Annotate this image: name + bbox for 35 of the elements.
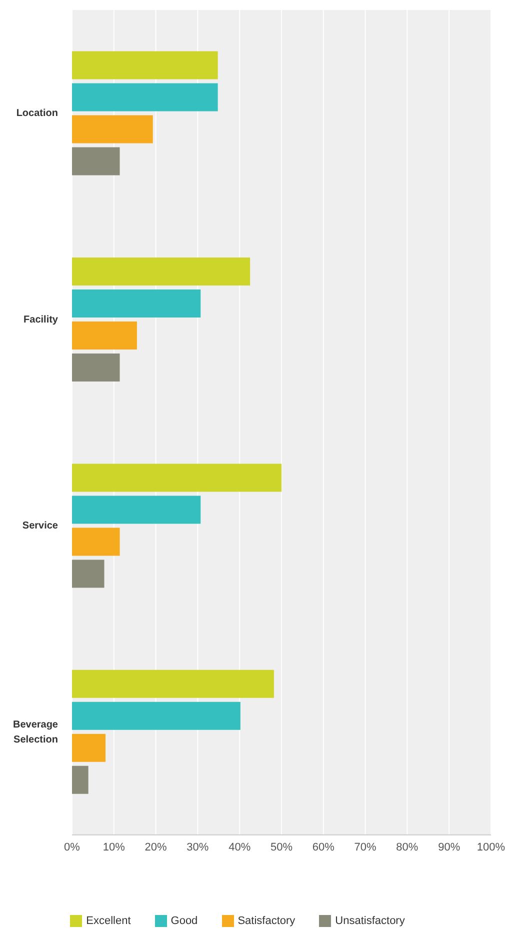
bar [72,115,153,144]
bar [72,51,218,80]
legend-label: Good [170,914,198,927]
bar [72,560,104,588]
legend-label: Excellent [86,914,131,927]
bar [72,670,274,698]
y-tick-label: Beverage Selection [12,718,58,745]
x-tick-label: 30% [186,842,209,854]
y-tick-label: Facility [24,314,58,325]
x-tick-label: 60% [312,842,335,854]
bar [72,496,201,524]
bar [72,528,120,556]
bar [72,766,88,794]
x-tick-label: 100% [476,842,505,854]
bar [72,147,120,176]
x-tick-label: 20% [144,842,168,854]
x-tick-label: 10% [102,842,126,854]
bar [72,702,240,730]
bar [72,734,106,762]
bar [72,353,120,382]
bar [72,83,218,112]
bar [72,257,250,286]
bar [72,289,201,318]
x-tick-label: 70% [354,842,377,854]
x-tick-label: 80% [396,842,418,854]
bar [72,464,282,492]
legend-label: Satisfactory [238,914,296,927]
x-tick-label: 0% [64,842,80,854]
x-tick-label: 90% [438,842,460,854]
x-tick-label: 50% [270,842,293,854]
legend-label: Unsatisfactory [335,914,405,927]
x-tick-label: 40% [228,842,251,854]
y-tick-label: Service [22,520,58,532]
bar [72,321,137,350]
y-tick-label: Location [16,108,58,119]
